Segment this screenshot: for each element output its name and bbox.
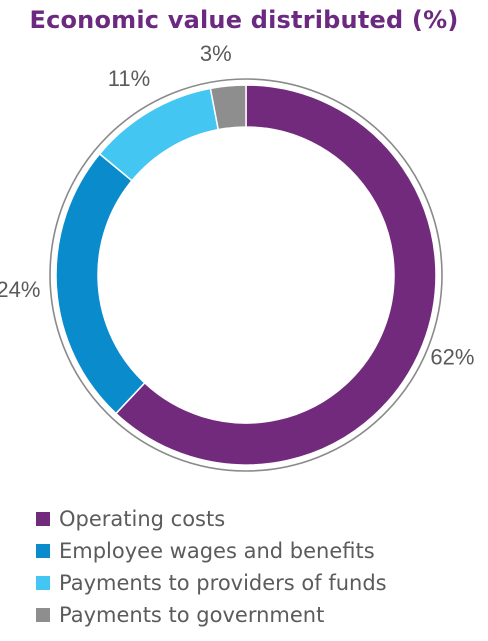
donut-slice-2 xyxy=(98,87,220,182)
legend-item-government: Payments to government xyxy=(36,599,488,631)
donut-chart: 62% 24% 11% 3% xyxy=(0,41,474,472)
data-label-2: 11% xyxy=(108,66,150,91)
donut-outer-ring xyxy=(49,78,443,472)
legend-item-operating-costs: Operating costs xyxy=(36,503,488,535)
data-label-0: 62% xyxy=(430,345,474,370)
legend-label: Payments to providers of funds xyxy=(59,571,387,595)
donut-slice-3 xyxy=(209,84,247,131)
legend-label: Payments to government xyxy=(59,603,325,627)
legend-label: Employee wages and benefits xyxy=(59,539,375,563)
legend-item-providers-of-funds: Payments to providers of funds xyxy=(36,567,488,599)
legend-swatch xyxy=(36,512,50,526)
data-label-1: 24% xyxy=(0,277,40,302)
legend-swatch xyxy=(36,608,50,622)
legend-swatch xyxy=(36,576,50,590)
data-label-3: 3% xyxy=(200,41,232,66)
legend-label: Operating costs xyxy=(59,507,226,531)
legend-item-employee-wages: Employee wages and benefits xyxy=(36,535,488,567)
legend-swatch xyxy=(36,544,50,558)
donut-slice-0 xyxy=(114,84,437,466)
donut-slice-1 xyxy=(55,152,146,415)
chart-legend: Operating costs Employee wages and benef… xyxy=(36,503,488,631)
chart-title: Economic value distributed (%) xyxy=(29,6,459,34)
